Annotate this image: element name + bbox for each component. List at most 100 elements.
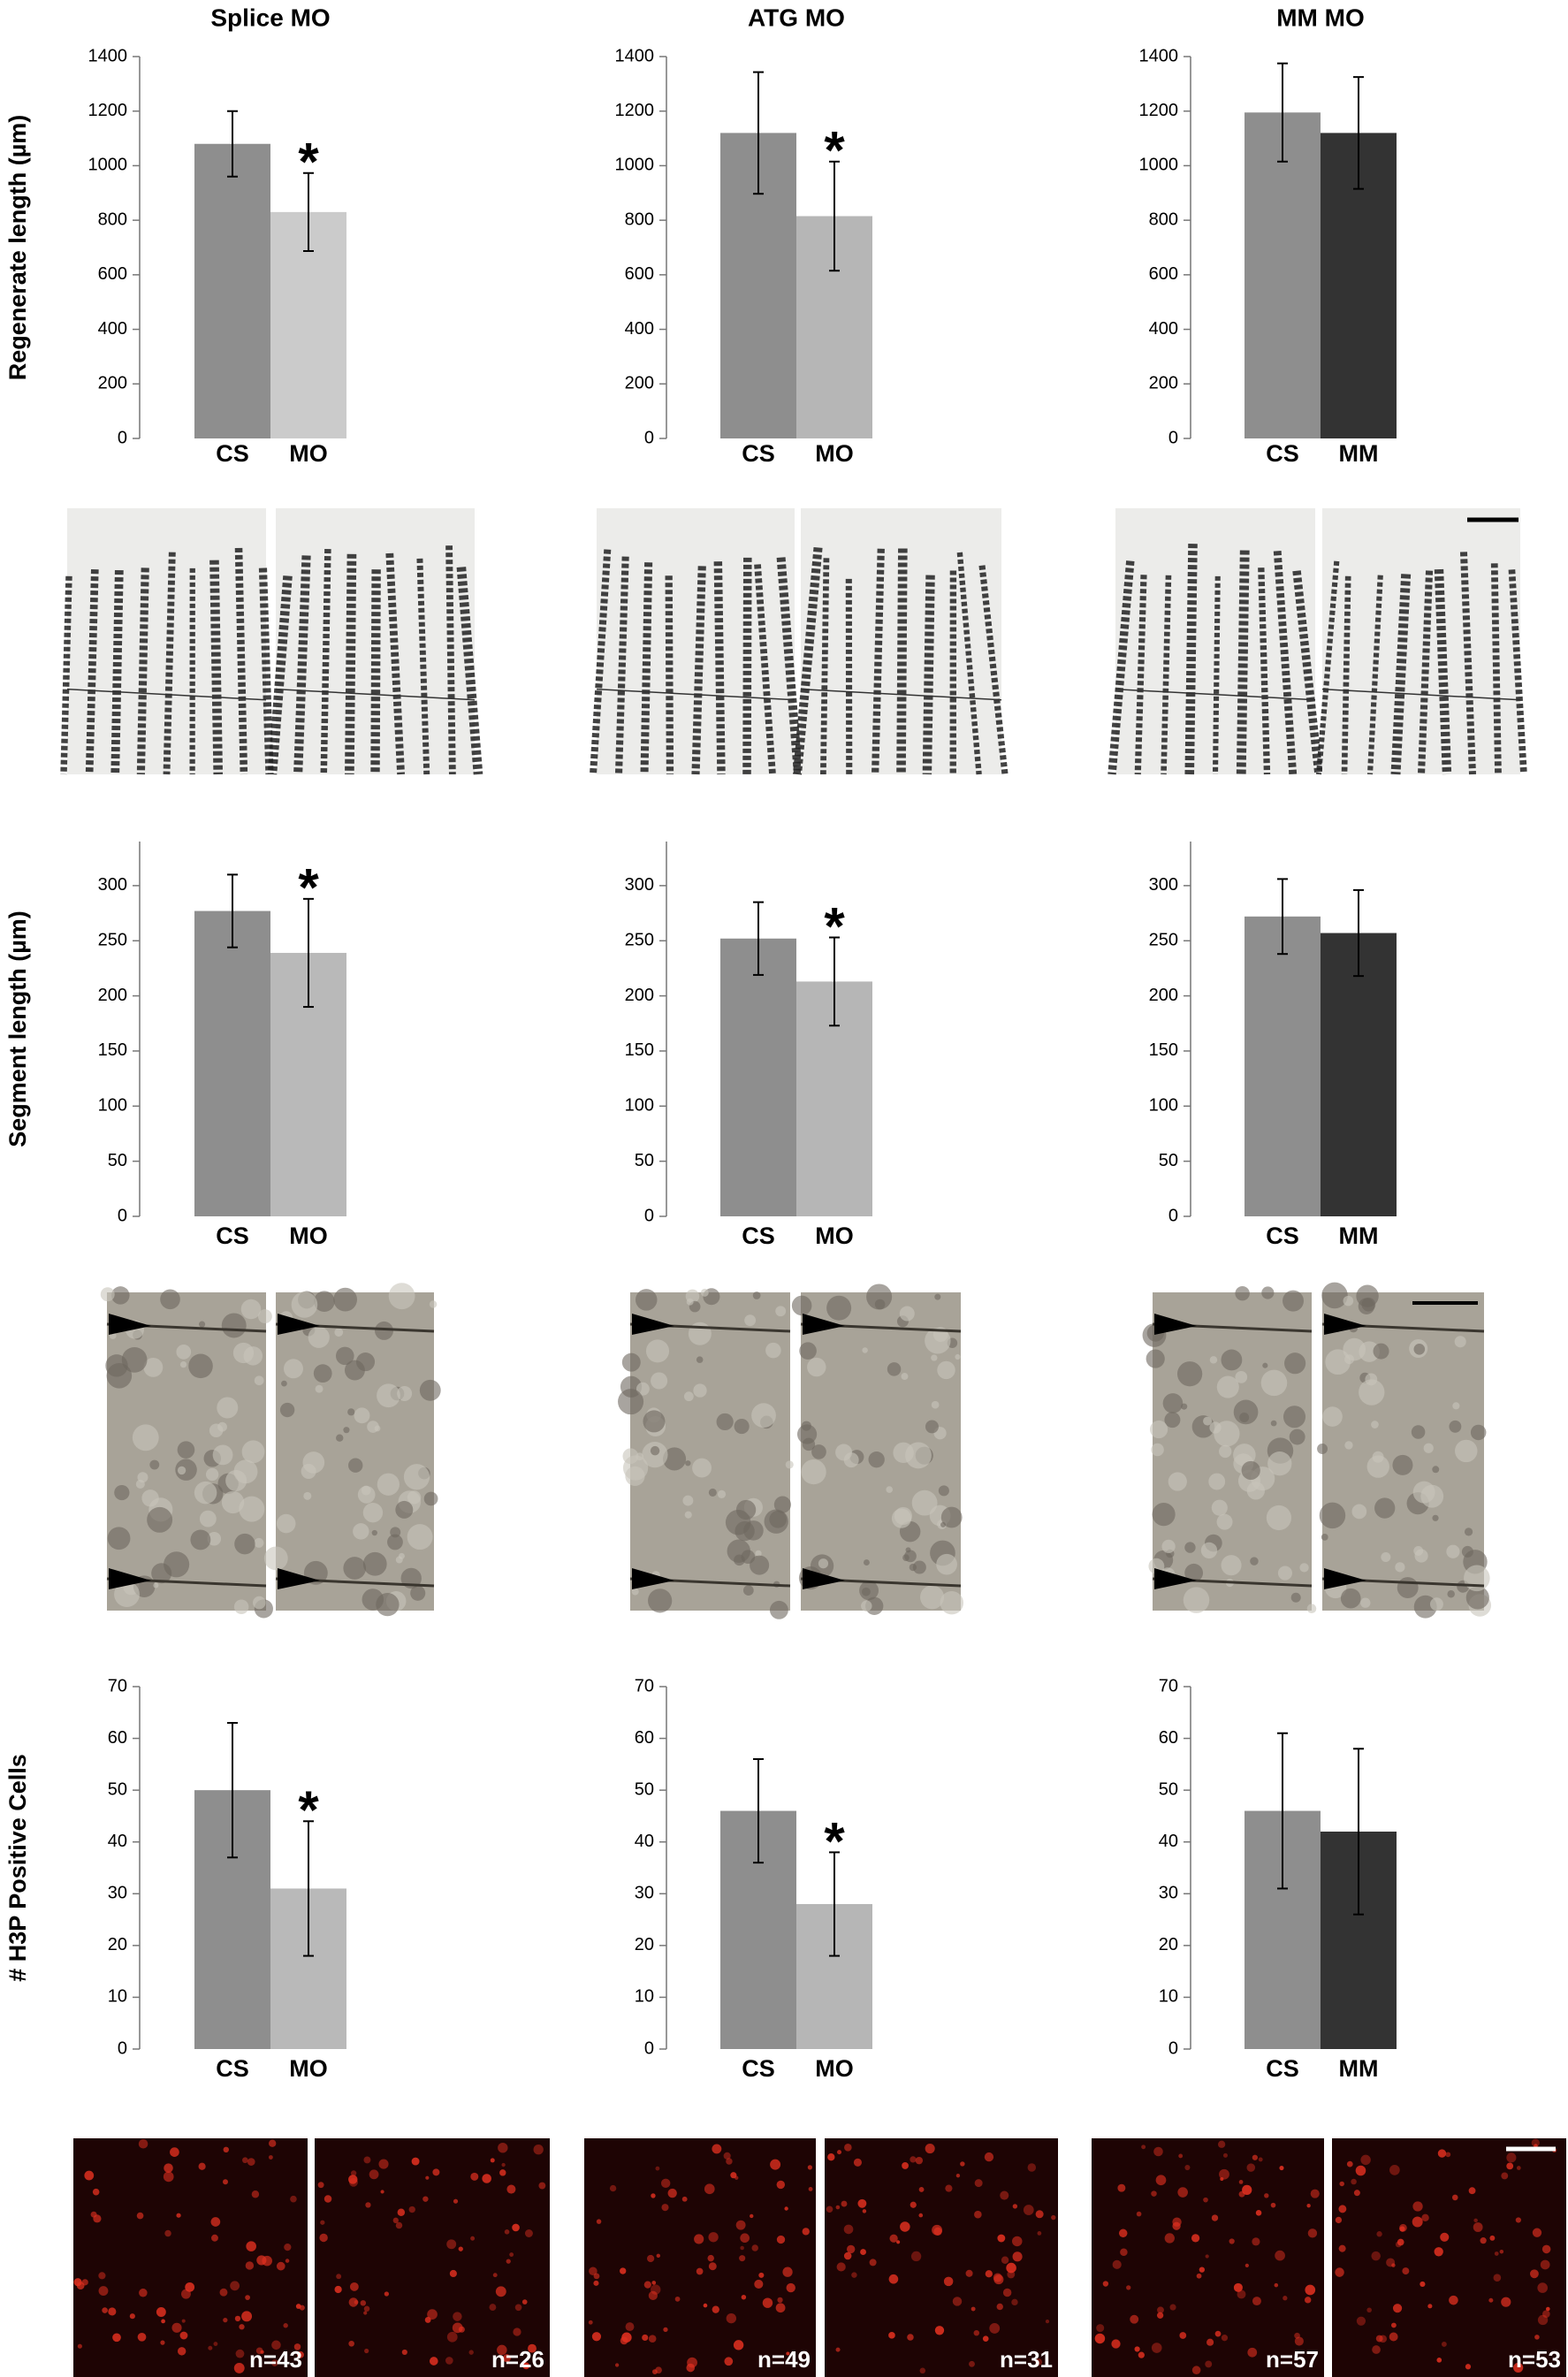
y-tick-label: 250 [625,931,654,950]
texture [1343,1295,1354,1307]
cell [758,2272,765,2278]
image-label: n=57 [1266,2346,1319,2373]
cell [468,2350,474,2355]
cell [365,2202,371,2208]
cell [1529,2269,1539,2279]
cell [784,2206,788,2211]
cell [276,2261,285,2271]
cell [1255,2210,1262,2216]
y-tick-label: 1000 [88,156,128,175]
texture [874,1299,886,1310]
cell [319,2233,328,2243]
x-tick-label: CS [1266,440,1299,467]
cell [380,2190,384,2194]
y-tick-label: 1000 [615,156,655,175]
micrograph [584,2138,816,2377]
cell [453,2198,459,2204]
y-tick-label: 70 [635,1676,654,1695]
cell [271,2340,281,2350]
arrowhead [1154,1314,1197,1335]
texture [1266,1505,1292,1531]
texture [1151,1443,1164,1457]
texture [1464,1528,1473,1536]
texture [333,1287,358,1312]
cell [1094,2333,1106,2344]
cell [1151,2190,1157,2197]
cell [1246,2163,1256,2172]
cell [943,2276,954,2287]
cell [754,2279,764,2289]
cell [1153,2146,1163,2157]
cell [836,2150,842,2155]
x-tick-label: MO [289,1223,328,1249]
cell [161,2319,165,2324]
cell [235,2349,245,2358]
cell [934,2326,945,2335]
cell [835,2205,841,2210]
cell [642,2334,649,2342]
texture [1216,1375,1239,1398]
cell [593,2280,599,2286]
cell [1035,2210,1044,2219]
texture [696,1356,704,1363]
fin-ray [1508,569,1527,775]
texture [221,1490,245,1514]
cell [514,2304,522,2312]
texture [232,1342,255,1364]
cell [139,2288,148,2297]
cell [786,2282,795,2293]
cell [1390,2322,1397,2328]
texture [1200,1542,1218,1559]
texture [1209,1421,1222,1434]
cell [1537,2282,1548,2293]
cell [694,2234,704,2244]
cell [427,2309,438,2320]
cell [255,2347,263,2355]
texture [940,1506,963,1528]
cell [234,2315,241,2322]
texture [1168,1472,1187,1491]
x-tick-label: MO [289,440,328,467]
cell [425,2175,430,2180]
texture [618,1389,644,1415]
fin-ray [792,546,823,775]
fin-ray [956,552,982,775]
cell [499,2169,506,2176]
cell [290,2195,297,2203]
texture [1235,1285,1250,1301]
cell [1179,2332,1187,2339]
y-tick-label: 100 [625,1096,654,1116]
cell [843,2251,852,2260]
cell [92,2188,100,2196]
cell [363,2305,370,2312]
significance-mark: * [298,858,319,918]
cell [900,2221,910,2232]
micrograph [825,2138,1058,2377]
cell [1136,2211,1142,2217]
cell [655,2166,660,2171]
cell [1001,2256,1009,2264]
cell [422,2196,429,2202]
amputation-line [1321,688,1521,701]
cell [1305,2297,1312,2304]
texture [314,1291,335,1313]
cell [1541,2244,1551,2254]
cell [1012,2251,1023,2262]
texture [752,1291,761,1299]
y-tick-label: 200 [1149,986,1178,1005]
y-tick-label: 300 [98,875,127,895]
texture [1181,1403,1188,1410]
texture [343,1427,350,1434]
cell [910,2251,922,2262]
cell [621,2332,632,2343]
texture [1360,1597,1371,1608]
cell [1279,2165,1284,2171]
texture [355,1352,376,1372]
cell [902,2162,909,2169]
image-label: n=43 [249,2346,302,2373]
cell [862,2209,867,2213]
texture [257,1309,272,1324]
texture [276,1513,296,1534]
texture [367,1421,379,1433]
y-tick-label: 600 [625,264,654,284]
